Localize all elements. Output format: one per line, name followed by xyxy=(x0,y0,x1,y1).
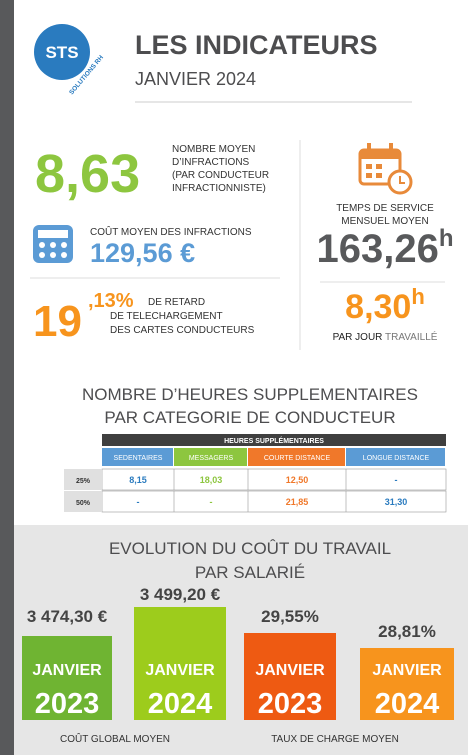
logo-text: STS xyxy=(45,43,78,62)
infractions-value: 8,63 xyxy=(35,144,140,204)
cell: - xyxy=(137,497,140,507)
daily-number: 8,30 xyxy=(345,288,411,326)
block-month: JANVIER xyxy=(255,662,325,679)
service-unit: h xyxy=(439,225,454,252)
infractions-label: NOMBRE MOYEN D’INFRACTIONS (PAR CONDUCTEUR… xyxy=(172,144,269,194)
block xyxy=(244,633,336,720)
block-year: 2024 xyxy=(148,688,213,720)
block-value: 29,55% xyxy=(261,607,319,626)
delay-line: DE TELECHARGEMENT xyxy=(110,311,223,322)
infractions-line: D’INFRACTIONS xyxy=(172,157,250,168)
table-group-header xyxy=(102,434,446,446)
daily-unit: h xyxy=(411,284,424,309)
cost-label: COÛT MOYEN DES INFRACTIONS xyxy=(90,225,252,238)
evolution: EVOLUTION DU COÛT DU TRAVAIL PAR SALARIÉ 3… xyxy=(22,539,454,745)
block-month: JANVIER xyxy=(145,662,215,679)
block-month: JANVIER xyxy=(372,662,442,679)
cell: - xyxy=(395,475,398,485)
daily-label: PAR JOUR TRAVAILLÉ xyxy=(333,330,438,343)
block-year: 2023 xyxy=(258,688,323,720)
delay-line: DE RETARD xyxy=(148,297,205,308)
service-number: 163,26 xyxy=(316,227,438,271)
infractions-line: INFRACTIONNISTE) xyxy=(172,183,266,194)
infractions-line: NOMBRE MOYEN xyxy=(172,144,255,155)
row-label: 25% xyxy=(76,478,91,485)
overtime-table: NOMBRE D’HEURES SUPPLEMENTAIRES PAR CATEG… xyxy=(64,385,447,513)
column-header-bg xyxy=(102,448,173,466)
column-header: LONGUE DISTANCE xyxy=(363,455,430,462)
section-title: PAR SALARIÉ xyxy=(195,563,305,582)
cell: 8,15 xyxy=(129,475,147,485)
title: LES INDICATEURS xyxy=(135,30,378,60)
block-value: 3 499,20 € xyxy=(140,585,221,604)
service-line: MENSUEL MOYEN xyxy=(341,216,428,227)
delay-line: DES CARTES CONDUCTEURS xyxy=(110,325,255,336)
cell: 21,85 xyxy=(286,497,309,507)
logo xyxy=(34,24,90,80)
delay-label: DE RETARD DE TELECHARGEMENT DES CARTES CON… xyxy=(110,297,255,336)
daily-value: 8,30h xyxy=(345,284,425,326)
row-label-bg xyxy=(64,469,101,490)
row-bg xyxy=(101,490,447,513)
block-year: 2023 xyxy=(35,688,100,720)
infractions-line: (PAR CONDUCTEUR xyxy=(172,170,269,181)
section-title: PAR CATEGORIE DE CONDUCTEUR xyxy=(104,408,395,427)
service-line: TEMPS DE SERVICE xyxy=(336,203,434,214)
delay-dec: ,13% xyxy=(88,290,134,312)
calendar-icon xyxy=(358,143,413,195)
block xyxy=(360,648,454,720)
caption: COÛT GLOBAL MOYEN xyxy=(60,732,170,745)
side-stripe xyxy=(0,0,14,755)
section-title: EVOLUTION DU COÛT DU TRAVAIL xyxy=(109,539,391,558)
column-header-bg xyxy=(248,448,345,466)
cell: 31,30 xyxy=(385,497,408,507)
cell: 12,50 xyxy=(286,475,309,485)
block-value: 28,81% xyxy=(378,622,436,641)
cell: 18,03 xyxy=(200,475,223,485)
table-group-label: HEURES SUPPLÉMENTAIRES xyxy=(224,436,324,445)
subtitle: JANVIER 2024 xyxy=(135,69,256,89)
block-year: 2024 xyxy=(375,688,440,720)
caption: TAUX DE CHARGE MOYEN xyxy=(271,734,399,745)
cell: - xyxy=(210,497,213,507)
calculator-icon xyxy=(33,225,73,263)
row-label: 50% xyxy=(76,500,91,507)
column-header: COURTE DISTANCE xyxy=(264,455,331,462)
block xyxy=(22,636,112,720)
column-header: SEDENTAIRES xyxy=(114,455,163,462)
service-label: TEMPS DE SERVICE MENSUEL MOYEN xyxy=(336,203,434,227)
section-title: NOMBRE D’HEURES SUPPLEMENTAIRES xyxy=(82,385,418,404)
block-value: 3 474,30 € xyxy=(27,607,108,626)
cost-value: 129,56 € xyxy=(90,238,195,268)
service-value: 163,26h xyxy=(316,225,453,271)
delay-int: 19 xyxy=(33,297,82,346)
daily-label-a: PAR JOUR xyxy=(333,332,383,343)
column-header-bg xyxy=(346,448,445,466)
daily-label-b: TRAVAILLÉ xyxy=(385,330,438,343)
column-header: MESSAGERS xyxy=(189,455,234,462)
block xyxy=(134,607,226,720)
row-bg xyxy=(101,468,447,491)
block-month: JANVIER xyxy=(32,662,102,679)
column-header-bg xyxy=(174,448,247,466)
row-label-bg xyxy=(64,491,101,512)
